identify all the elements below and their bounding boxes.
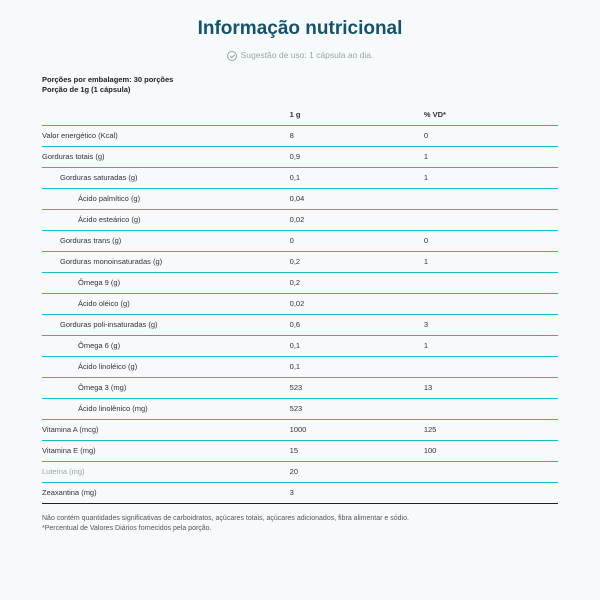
table-row: Gorduras monoinsaturadas (g)0,21 [42,251,558,272]
table-row: Gorduras totais (g)0,91 [42,146,558,167]
nutrient-amount: 15 [290,440,424,461]
nutrient-amount: 0,04 [290,188,424,209]
footnote-2: *Percentual de Valores Diários fornecido… [42,524,558,535]
nutrient-name: Zeaxantina (mg) [42,482,290,503]
nutrient-amount: 0,1 [290,167,424,188]
table-row: Ômega 3 (mg)52313 [42,377,558,398]
nutrient-dv: 3 [424,314,558,335]
table-row: Vitamina E (mg)15100 [42,440,558,461]
nutrient-amount: 523 [290,377,424,398]
table-row: Ácido palmítico (g)0,04 [42,188,558,209]
nutrient-name: Ácido palmítico (g) [42,188,290,209]
table-row: Gorduras trans (g)00 [42,230,558,251]
nutrition-table: 1 g % VD* Valor energético (Kcal)80Gordu… [42,104,558,504]
nutrient-name: Vitamina E (mg) [42,440,290,461]
nutrient-amount: 0,1 [290,335,424,356]
nutrient-name: Ácido linoléico (g) [42,356,290,377]
nutrient-name: Gorduras totais (g) [42,146,290,167]
servings-info: Porções por embalagem: 30 porções Porção… [42,75,558,96]
table-row: Gorduras poli-insaturadas (g)0,63 [42,314,558,335]
subtitle-text: Sugestão de uso: 1 cápsula ao dia. [241,50,374,60]
nutrient-dv: 13 [424,377,558,398]
nutrient-dv [424,188,558,209]
check-icon [227,51,237,61]
nutrient-dv [424,482,558,503]
nutrient-amount: 3 [290,482,424,503]
nutrient-amount: 0,2 [290,272,424,293]
nutrient-amount: 0,6 [290,314,424,335]
table-row: Ácido linolênico (mg)523 [42,398,558,419]
usage-suggestion: Sugestão de uso: 1 cápsula ao dia. [42,50,558,61]
footnote-1: Não contém quantidades significativas de… [42,514,558,525]
nutrient-name: Vitamina A (mcg) [42,419,290,440]
nutrient-dv [424,356,558,377]
nutrient-name: Gorduras monoinsaturadas (g) [42,251,290,272]
page-title: Informação nutricional [42,18,558,40]
nutrient-dv [424,293,558,314]
nutrient-name: Ácido oléico (g) [42,293,290,314]
nutrient-name: Ômega 6 (g) [42,335,290,356]
nutrient-dv: 0 [424,125,558,146]
nutrient-dv [424,209,558,230]
table-row: Ômega 9 (g)0,2 [42,272,558,293]
col-header-dv: % VD* [424,104,558,126]
nutrient-dv: 100 [424,440,558,461]
nutrient-amount: 1000 [290,419,424,440]
nutrient-amount: 0,02 [290,209,424,230]
table-row: Vitamina A (mcg)1000125 [42,419,558,440]
nutrient-dv [424,461,558,482]
nutrient-dv: 1 [424,167,558,188]
table-row: Ácido oléico (g)0,02 [42,293,558,314]
table-row: Ácido linoléico (g)0,1 [42,356,558,377]
nutrient-dv: 1 [424,146,558,167]
servings-per-package: Porções por embalagem: 30 porções [42,75,558,86]
nutrient-name: Luteína (mg) [42,461,290,482]
nutrient-name: Valor energético (Kcal) [42,125,290,146]
nutrient-dv: 125 [424,419,558,440]
footnotes: Não contém quantidades significativas de… [42,514,558,535]
nutrient-dv [424,272,558,293]
nutrient-dv: 0 [424,230,558,251]
nutrient-amount: 0,1 [290,356,424,377]
nutrient-name: Gorduras saturadas (g) [42,167,290,188]
nutrient-amount: 20 [290,461,424,482]
nutrient-dv [424,398,558,419]
nutrient-amount: 0,9 [290,146,424,167]
table-row: Valor energético (Kcal)80 [42,125,558,146]
nutrient-amount: 8 [290,125,424,146]
nutrient-name: Ômega 9 (g) [42,272,290,293]
nutrient-amount: 0,2 [290,251,424,272]
nutrient-name: Gorduras poli-insaturadas (g) [42,314,290,335]
nutrient-amount: 523 [290,398,424,419]
nutrient-name: Ácido linolênico (mg) [42,398,290,419]
nutrient-name: Gorduras trans (g) [42,230,290,251]
table-row: Zeaxantina (mg)3 [42,482,558,503]
serving-size: Porção de 1g (1 cápsula) [42,85,558,96]
table-row: Ômega 6 (g)0,11 [42,335,558,356]
nutrient-name: Ômega 3 (mg) [42,377,290,398]
nutrient-amount: 0,02 [290,293,424,314]
nutrient-dv: 1 [424,335,558,356]
table-row: Luteína (mg)20 [42,461,558,482]
nutrient-dv: 1 [424,251,558,272]
table-row: Gorduras saturadas (g)0,11 [42,167,558,188]
nutrient-amount: 0 [290,230,424,251]
table-row: Ácido esteárico (g)0,02 [42,209,558,230]
nutrient-name: Ácido esteárico (g) [42,209,290,230]
col-header-amount: 1 g [290,104,424,126]
